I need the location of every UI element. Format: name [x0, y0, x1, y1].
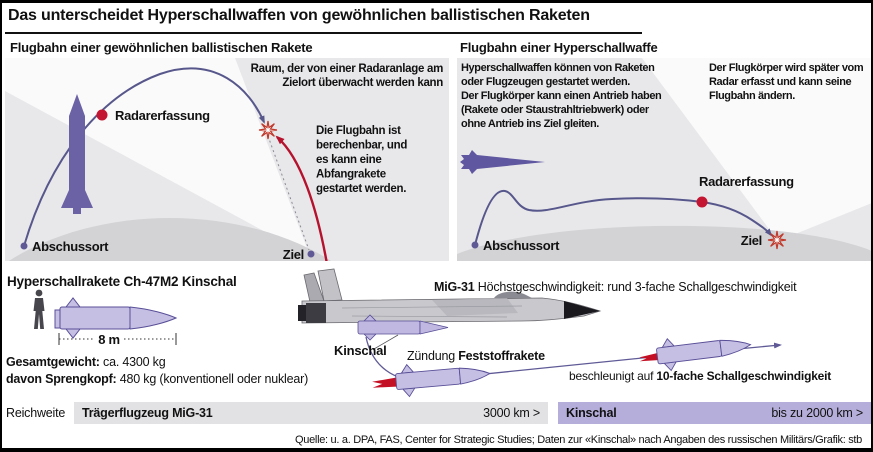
- aircraft-speed-line: MiG-31 Höchstgeschwindigkeit: rund 3-fac…: [434, 280, 797, 294]
- weapon-drawings: 8 m: [33, 268, 782, 398]
- radar-zone-note-line1: Raum, der von einer Radaranlage am: [251, 63, 443, 75]
- target-label: Ziel: [283, 247, 304, 261]
- ignited-missile-drawing: [372, 363, 491, 398]
- ignition-line: Zündung Feststoffrakete: [407, 349, 545, 363]
- accel-speed: 10-fache Schallgeschwindigkeit: [656, 369, 832, 383]
- intercept-note-line3: es kann eine: [316, 154, 381, 166]
- hypersonic-flightpath: [474, 189, 773, 246]
- warhead-label: davon Sprengkopf:: [6, 372, 117, 386]
- aircraft-speed-note: Höchstgeschwindigkeit: rund 3-fache Scha…: [474, 280, 797, 294]
- target-label: Ziel: [741, 233, 762, 248]
- range-bar-kinschal-value: bis zu 2000 km >: [771, 406, 863, 420]
- radar-label: Radarerfassung: [115, 108, 210, 123]
- late-radar-note-line3: Flugbahn ändern.: [709, 90, 795, 102]
- weight-value: ca. 4300 kg: [99, 355, 166, 369]
- range-bar-kinschal-name: Kinschal: [566, 406, 617, 420]
- start-note-line3: Der Flugkörper kann einen Antrieb haben: [461, 90, 662, 102]
- person-scale-icon: [33, 289, 45, 329]
- start-note-line5: ohne Antrieb ins Ziel gleiten.: [461, 118, 599, 130]
- launch-point-dot: [20, 242, 28, 250]
- aircraft-name: MiG-31: [434, 280, 475, 294]
- weight-line: Gesamtgewicht: ca. 4300 kg: [6, 355, 166, 369]
- start-note-line4: (Rakete oder Staustrahltriebwerk) oder: [461, 104, 650, 116]
- accel-label-text: beschleunigt auf: [569, 369, 657, 383]
- radar-label: Radarerfassung: [699, 174, 794, 189]
- right-panel-heading: Flugbahn einer Hyperschallwaffe: [460, 40, 658, 55]
- late-radar-note-line1: Der Flugkörper wird später vom: [709, 62, 864, 74]
- target-point-dot: [307, 250, 315, 258]
- weight-label: Gesamtgewicht:: [6, 355, 100, 369]
- interceptor-path: [275, 135, 328, 261]
- radar-coverage-wedge: [642, 58, 871, 241]
- length-dimension: [58, 333, 177, 345]
- weapon-detail-section: 8 m: [2, 261, 871, 399]
- range-bar-kinschal: Kinschal bis zu 2000 km >: [558, 402, 871, 424]
- radar-zone-note-line2: Zielort überwacht werden kann: [282, 77, 443, 89]
- title-underline: [5, 32, 642, 34]
- range-section-label: Reichweite: [6, 406, 66, 420]
- ignition-label-text: Zündung: [407, 349, 459, 363]
- page-title: Das unterscheidet Hyperschallwaffen von …: [8, 7, 590, 24]
- kinschal-missile-drawing: [54, 297, 178, 339]
- length-label: 8 m: [98, 332, 120, 347]
- glide-vehicle-icon: [460, 150, 545, 174]
- range-bar-mig31: Trägerflugzeug MiG-31 3000 km >: [74, 402, 548, 424]
- source-credit: Quelle: u. a. DPA, FAS, Center for Strat…: [295, 434, 862, 446]
- launch-point-dot: [471, 241, 479, 249]
- warhead-line: davon Sprengkopf: 480 kg (konventionell …: [6, 372, 308, 386]
- acceleration-line: beschleunigt auf 10-fache Schallgeschwin…: [569, 369, 831, 383]
- intercept-note-line1: Die Flugbahn ist: [316, 125, 401, 137]
- explosion-icon: [258, 120, 278, 140]
- rocket-icon: [61, 94, 93, 214]
- kinschal-under-aircraft: [357, 314, 449, 341]
- range-bar-mig31-value: 3000 km >: [483, 406, 540, 420]
- missile-spec-heading: Hyperschallrakete Ch-47M2 Kinschal: [7, 274, 237, 289]
- launch-label: Abschussort: [32, 239, 109, 254]
- ballistic-diagram: Abschussort Ziel Radarerfassung Raum, de…: [5, 58, 449, 261]
- radar-sightline-dotted: [267, 135, 310, 251]
- earth-curve: [8, 218, 332, 261]
- ballistic-flightpath: [23, 67, 265, 247]
- start-note-line1: Hyperschallwaffen können von Raketen: [461, 62, 655, 74]
- kinschal-pointer-line: [373, 334, 399, 350]
- late-radar-note-line2: Radar erfasst und kann seine: [709, 76, 852, 88]
- intercept-note-line4: Abfangrakete: [316, 169, 386, 181]
- warhead-value: 480 kg (konventionell oder nuklear): [116, 372, 309, 386]
- left-panel-heading: Flugbahn einer gewöhnlichen ballistische…: [10, 40, 313, 55]
- intercept-note-line5: gestartet werden.: [316, 183, 406, 195]
- launch-label: Abschussort: [483, 238, 560, 253]
- explosion-icon: [767, 230, 787, 250]
- radar-detection-dot: [96, 109, 108, 121]
- hypersonic-diagram: Abschussort Ziel Radarerfassung Hypersch…: [457, 58, 871, 261]
- radar-detection-dot: [696, 196, 708, 208]
- start-note-line2: oder Flugzeugen gestartet werden.: [461, 76, 630, 88]
- ballistic-trajectory-panel: Abschussort Ziel Radarerfassung Raum, de…: [5, 58, 449, 261]
- accelerating-missile-drawing: [639, 338, 752, 372]
- hypersonic-trajectory-panel: Abschussort Ziel Radarerfassung Hypersch…: [457, 58, 871, 261]
- intercept-note-line2: berechenbar, und: [316, 140, 407, 152]
- range-bar-mig31-name: Trägerflugzeug MiG-31: [82, 406, 213, 420]
- booster-name: Feststoffrakete: [458, 349, 545, 363]
- kinschal-callout-label: Kinschal: [334, 343, 387, 358]
- mig31-aircraft-drawing: [298, 268, 602, 324]
